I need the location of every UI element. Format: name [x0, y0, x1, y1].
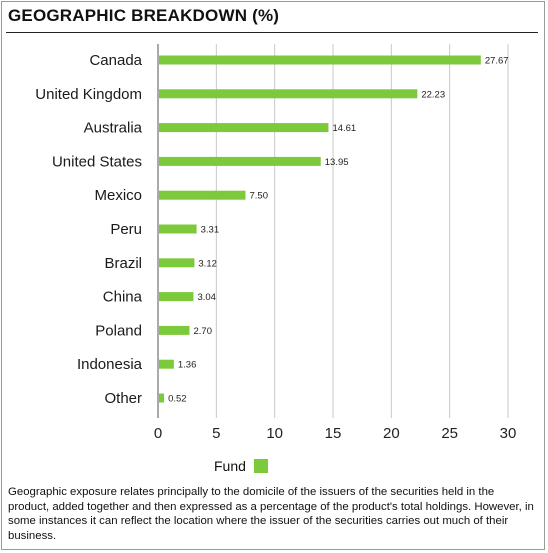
data-label-canada: 27.67 [485, 56, 509, 67]
category-label-indonesia: Indonesia [77, 356, 143, 373]
data-label-australia: 14.61 [332, 123, 356, 134]
x-tick-label-20: 20 [383, 425, 400, 442]
legend-label-fund: Fund [214, 458, 246, 474]
legend-swatch-fund [253, 459, 268, 473]
category-label-poland: Poland [95, 322, 142, 339]
category-label-canada: Canada [89, 52, 142, 69]
x-tick-label-30: 30 [500, 425, 517, 442]
category-label-mexico: Mexico [94, 187, 142, 204]
x-tick-label-25: 25 [441, 425, 458, 442]
category-label-brazil: Brazil [104, 255, 142, 272]
data-label-united-kingdom: 22.23 [421, 89, 445, 100]
bar-canada [159, 55, 481, 65]
x-tick-label-10: 10 [266, 425, 283, 442]
data-label-mexico: 7.50 [250, 191, 269, 202]
data-label-poland: 2.70 [194, 326, 213, 337]
x-tick-label-0: 0 [154, 425, 162, 442]
bar-other [159, 393, 165, 403]
bar-australia [159, 123, 329, 133]
bar-mexico [159, 190, 246, 200]
bar-united-states [159, 156, 321, 166]
data-label-china: 3.04 [197, 292, 216, 303]
bar-united-kingdom [159, 89, 418, 99]
bar-peru [159, 224, 197, 234]
category-label-other: Other [104, 390, 142, 407]
footnote: Geographic exposure relates principally … [8, 486, 534, 542]
category-label-australia: Australia [84, 120, 143, 137]
chart-title: GEOGRAPHIC BREAKDOWN (%) [8, 6, 280, 25]
bar-chart: 0 5 10 15 20 25 30 Canada 27.67 United Kingdom 22.… [35, 44, 517, 442]
data-label-other: 0.52 [168, 394, 187, 405]
data-label-indonesia: 1.36 [178, 360, 197, 371]
x-tick-label-15: 15 [325, 425, 342, 442]
bar-indonesia [159, 359, 174, 369]
bar-china [159, 292, 194, 302]
bar-brazil [159, 258, 195, 268]
data-label-brazil: 3.12 [198, 258, 217, 269]
bar-poland [159, 325, 190, 335]
data-label-united-states: 13.95 [325, 157, 349, 168]
category-label-china: China [103, 289, 143, 306]
x-tick-label-5: 5 [212, 425, 220, 442]
category-label-united-kingdom: United Kingdom [35, 86, 142, 103]
data-label-peru: 3.31 [201, 225, 220, 236]
title-divider [6, 32, 538, 33]
category-label-peru: Peru [110, 221, 142, 238]
chart-legend: Fund [214, 456, 268, 476]
category-label-united-states: United States [52, 153, 142, 170]
